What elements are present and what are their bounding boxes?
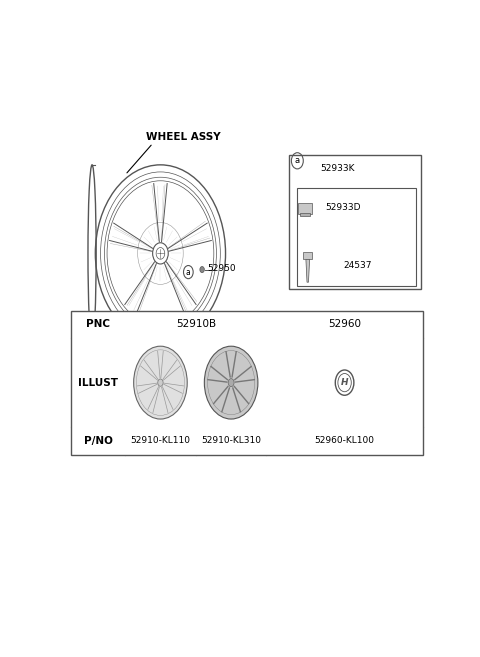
Bar: [289, 155, 421, 289]
Text: 24537: 24537: [343, 261, 372, 270]
Circle shape: [158, 379, 163, 386]
Bar: [298, 203, 312, 214]
Text: P/NO: P/NO: [84, 436, 113, 446]
Polygon shape: [306, 260, 310, 283]
Text: 52960: 52960: [328, 319, 361, 329]
Circle shape: [200, 267, 204, 273]
Text: WHEEL ASSY: WHEEL ASSY: [145, 132, 220, 142]
Circle shape: [204, 346, 258, 419]
Bar: [71, 311, 423, 455]
Bar: [303, 252, 312, 260]
Bar: [297, 188, 416, 286]
Text: 52933D: 52933D: [325, 204, 360, 212]
Text: 52950: 52950: [207, 263, 236, 273]
Text: ILLUST: ILLUST: [78, 378, 118, 388]
Text: 52960-KL100: 52960-KL100: [314, 436, 374, 445]
Circle shape: [133, 346, 187, 419]
Text: a: a: [186, 267, 191, 277]
Text: H: H: [341, 378, 348, 387]
Bar: [300, 213, 311, 216]
Text: PNC: PNC: [86, 319, 110, 329]
Circle shape: [228, 378, 234, 386]
Text: 52910-KL110: 52910-KL110: [131, 436, 191, 445]
Text: 52933K: 52933K: [320, 164, 354, 173]
Text: 52910B: 52910B: [176, 319, 216, 329]
Text: 52910-KL310: 52910-KL310: [201, 436, 261, 445]
Text: a: a: [295, 156, 300, 166]
